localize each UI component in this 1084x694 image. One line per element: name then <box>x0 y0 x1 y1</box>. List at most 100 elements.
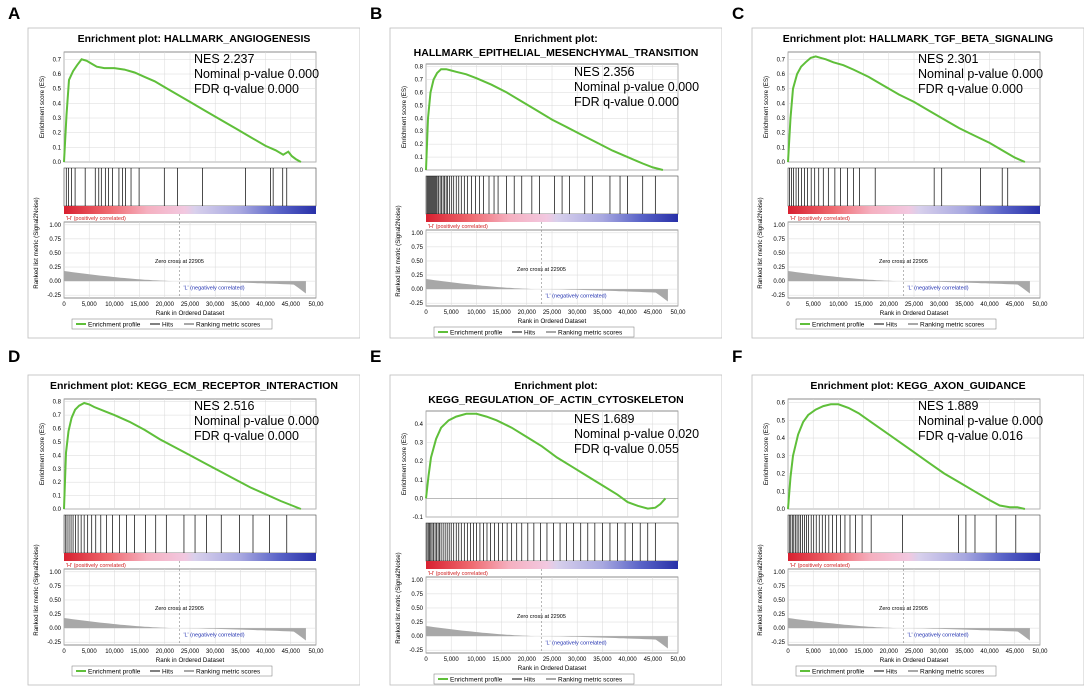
hits-area <box>425 175 679 215</box>
x-tick-label: 5,000 <box>82 302 98 308</box>
x-tick-label: 40,000 <box>618 657 637 663</box>
x-tick-label: 30,000 <box>206 649 225 655</box>
x-tick-label: 10,000 <box>105 302 124 308</box>
x-tick-label: 15,000 <box>854 649 873 655</box>
es-tick-label: 0.4 <box>777 436 786 442</box>
hits-area <box>63 514 317 554</box>
zero-cross-label: Zero cross at 22905 <box>879 606 928 612</box>
x-tick-label: 40,000 <box>980 649 999 655</box>
legend-ranking-metric-scores: Ranking metric scores <box>920 322 985 329</box>
rank-tick-label: -0.25 <box>47 640 61 646</box>
rank-tick-label: 0.75 <box>773 584 785 590</box>
es-tick-label: 0.2 <box>415 142 424 148</box>
rank-tick-label: -0.25 <box>409 301 423 307</box>
es-tick-label: 0.1 <box>415 478 424 484</box>
nominal-p-value: Nominal p-value 0.000 <box>918 67 1043 81</box>
x-tick-label: 35,000 <box>955 302 974 308</box>
panel-letter: A <box>8 4 21 23</box>
rank-color-bar <box>64 553 316 561</box>
x-axis-label: Rank in Ordered Dataset <box>156 310 225 317</box>
panel-f: F Enrichment plot: KEGG_AXON_GUIDANCE 0.6 0… <box>724 347 1084 694</box>
plot-title: Enrichment plot: HALLMARK_ANGIOGENESIS <box>78 33 311 45</box>
x-axis-label: Rank in Ordered Dataset <box>880 310 949 317</box>
x-tick-label: 0 <box>786 302 790 308</box>
fdr-q-value: FDR q-value 0.016 <box>918 429 1023 443</box>
es-tick-label: 0.3 <box>415 129 424 135</box>
nominal-p-value: Nominal p-value 0.000 <box>574 80 699 94</box>
rank-ylabel: Ranked list metric (Signal2Noise) <box>33 197 40 288</box>
fdr-q-value: FDR q-value 0.000 <box>194 82 299 96</box>
ranking-metric-scores-area <box>426 279 668 302</box>
x-tick-label: 0 <box>424 657 428 663</box>
nominal-p-value: Nominal p-value 0.020 <box>574 427 699 441</box>
x-tick-label: 15,000 <box>492 657 511 663</box>
enrichment-plot-e: Enrichment plot: KEGG_REGULATION_OF_ACTIN… <box>389 374 722 686</box>
nes-value: NES 2.237 <box>194 52 255 66</box>
legend-box <box>795 665 997 677</box>
x-tick-label: 50,00 <box>308 649 324 655</box>
plot-title: Enrichment plot: <box>514 380 597 392</box>
panel-letter: E <box>370 347 382 366</box>
es-tick-label: 0.6 <box>415 90 424 96</box>
es-tick-label: 0.5 <box>53 87 62 93</box>
es-tick-label: 0.7 <box>415 78 424 84</box>
es-ylabel: Enrichment score (ES) <box>401 433 408 495</box>
legend-enrichment-profile: Enrichment profile <box>812 669 865 676</box>
x-tick-label: 25,000 <box>181 302 200 308</box>
legend-enrichment-profile: Enrichment profile <box>88 669 141 676</box>
x-tick-label: 30,000 <box>206 302 225 308</box>
rank-tick-label: 1.00 <box>49 223 61 229</box>
x-tick-label: 15,000 <box>854 302 873 308</box>
x-tick-label: 5,000 <box>806 649 822 655</box>
nominal-p-value: Nominal p-value 0.000 <box>194 67 319 81</box>
negative-correlation-label: 'L' (negatively correlated) <box>907 286 968 292</box>
es-tick-label: 0.0 <box>53 160 62 166</box>
es-tick-label: 0.0 <box>415 496 424 502</box>
legend-box <box>795 318 997 330</box>
x-tick-label: 45,000 <box>282 649 301 655</box>
x-tick-label: 15,000 <box>130 302 149 308</box>
es-tick-label: 0.3 <box>777 454 786 460</box>
negative-correlation-label: 'L' (negatively correlated) <box>545 641 606 647</box>
plot-frame <box>751 27 1084 339</box>
rank-tick-label: 0.00 <box>49 626 61 632</box>
x-tick-label: 25,000 <box>181 649 200 655</box>
es-tick-label: 0.0 <box>415 168 424 174</box>
x-tick-label: 45,000 <box>1006 649 1025 655</box>
legend-hits: Hits <box>886 669 898 676</box>
x-tick-label: 40,000 <box>256 302 275 308</box>
x-tick-label: 35,000 <box>231 649 250 655</box>
panel-a: A Enrichment plot: HALLMARK_ANGIOGENESIS 0… <box>0 0 360 347</box>
x-tick-label: 50,00 <box>1032 649 1048 655</box>
es-ylabel: Enrichment score (ES) <box>39 76 46 138</box>
x-tick-label: 35,000 <box>955 649 974 655</box>
enrichment-profile-line <box>63 58 302 163</box>
es-ylabel: Enrichment score (ES) <box>763 423 770 485</box>
es-tick-label: 0.2 <box>53 480 62 486</box>
x-tick-label: 35,000 <box>593 657 612 663</box>
fdr-q-value: FDR q-value 0.055 <box>574 442 679 456</box>
plot-frame <box>27 374 360 686</box>
panel-c: C Enrichment plot: HALLMARK_TGF_BETA_SIGN… <box>724 0 1084 347</box>
rank-ylabel: Ranked list metric (Signal2Noise) <box>757 197 764 288</box>
es-tick-label: 0.5 <box>53 440 62 446</box>
zero-cross-label: Zero cross at 22905 <box>879 259 928 265</box>
rank-tick-label: 0.75 <box>773 237 785 243</box>
panel-letter: B <box>370 4 383 23</box>
rank-tick-label: 0.00 <box>411 634 423 640</box>
rank-ylabel: Ranked list metric (Signal2Noise) <box>757 544 764 635</box>
nes-value: NES 2.356 <box>574 65 635 79</box>
x-tick-label: 20,000 <box>156 649 175 655</box>
ranking-metric-scores-area <box>426 626 668 649</box>
zero-cross-label: Zero cross at 22905 <box>517 267 566 273</box>
rank-tick-label: 1.00 <box>773 223 785 229</box>
x-tick-label: 10,000 <box>105 649 124 655</box>
enrichment-plot-d: Enrichment plot: KEGG_ECM_RECEPTOR_INTER… <box>27 374 360 686</box>
rank-tick-label: 0.75 <box>411 592 423 598</box>
enrichment-plot-b: Enrichment plot: HALLMARK_EPITHELIAL_MESE… <box>389 27 722 339</box>
rank-tick-label: 0.00 <box>411 287 423 293</box>
legend-ranking-metric-scores: Ranking metric scores <box>558 330 623 337</box>
x-tick-label: 0 <box>62 302 66 308</box>
rank-tick-label: 0.50 <box>411 606 423 612</box>
x-tick-label: 5,000 <box>444 657 460 663</box>
